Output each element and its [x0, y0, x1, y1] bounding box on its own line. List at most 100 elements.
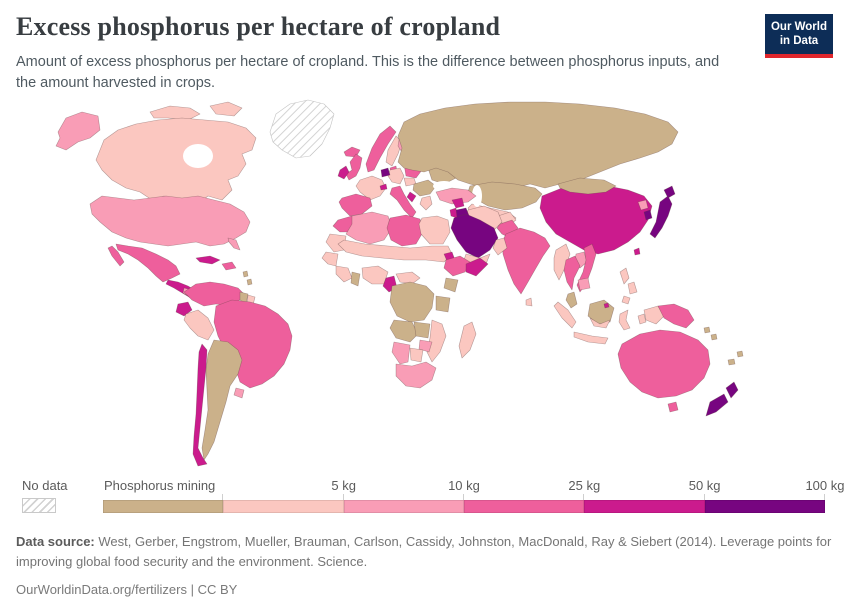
region-borneo-coast[interactable] — [589, 317, 611, 329]
region-sweden[interactable] — [385, 135, 403, 167]
region-peru[interactable] — [183, 309, 215, 341]
region-canada[interactable] — [95, 117, 257, 205]
legend-bin-swatch[interactable] — [463, 500, 585, 513]
region-philippines-1[interactable] — [619, 267, 630, 285]
region-turkey[interactable] — [435, 187, 477, 205]
region-fiji[interactable] — [736, 350, 744, 358]
region-egypt[interactable] — [418, 215, 451, 245]
region-hokkaido[interactable] — [663, 185, 676, 199]
legend-bin-swatch[interactable] — [584, 500, 705, 513]
region-india[interactable] — [501, 227, 551, 295]
region-mauritania[interactable] — [325, 233, 347, 253]
region-cambodia[interactable] — [577, 277, 591, 291]
region-ghana[interactable] — [350, 271, 361, 287]
region-sri-lanka[interactable] — [525, 297, 533, 307]
region-tanzania[interactable] — [435, 295, 451, 313]
region-solomon-2[interactable] — [710, 333, 718, 341]
region-nz-south[interactable] — [705, 393, 729, 417]
region-libya[interactable] — [386, 214, 424, 247]
region-oman[interactable] — [492, 237, 508, 256]
region-somalia[interactable] — [465, 257, 489, 277]
region-angola[interactable] — [389, 319, 419, 343]
legend-bin-swatch[interactable] — [343, 500, 464, 513]
region-alaska[interactable] — [55, 111, 101, 151]
region-madagascar[interactable] — [458, 321, 477, 359]
region-thailand[interactable] — [563, 255, 581, 291]
region-germany[interactable] — [387, 167, 405, 185]
region-switzerland[interactable] — [379, 183, 388, 191]
region-senegal-guinea[interactable] — [321, 251, 339, 267]
region-botswana[interactable] — [409, 347, 424, 363]
region-kenya-uganda[interactable] — [443, 277, 459, 293]
region-canadian-arctic-west[interactable] — [149, 105, 201, 121]
region-syria[interactable] — [451, 197, 465, 209]
region-italy[interactable] — [389, 185, 417, 219]
region-zambia[interactable] — [413, 321, 431, 339]
region-croatia[interactable] — [406, 191, 417, 203]
legend-bin-swatch[interactable] — [704, 500, 825, 513]
region-mongolia[interactable] — [557, 177, 617, 195]
owid-logo[interactable]: Our World in Data — [765, 14, 833, 58]
region-tasmania[interactable] — [667, 401, 679, 413]
region-myanmar[interactable] — [553, 243, 571, 281]
legend-bin-swatch[interactable] — [103, 500, 224, 513]
region-sulawesi[interactable] — [618, 309, 631, 331]
region-florida[interactable] — [227, 237, 241, 251]
region-solomon-1[interactable] — [703, 326, 711, 334]
region-sumatra[interactable] — [553, 301, 577, 329]
region-uk[interactable] — [345, 153, 363, 181]
region-zimbabwe[interactable] — [418, 339, 433, 353]
region-saudi-arabia[interactable] — [450, 213, 499, 259]
region-hispaniola[interactable] — [221, 261, 237, 271]
region-greece[interactable] — [419, 195, 433, 211]
region-norway[interactable] — [365, 125, 397, 173]
region-malaysia[interactable] — [565, 291, 578, 309]
legend-bin-swatch[interactable] — [223, 500, 344, 513]
legend-no-data-swatch[interactable] — [22, 498, 56, 513]
region-benelux[interactable] — [380, 167, 391, 178]
region-central-african-rep[interactable] — [395, 271, 421, 285]
region-java[interactable] — [573, 331, 609, 345]
region-philippines-3[interactable] — [621, 295, 631, 305]
region-mexico[interactable] — [115, 243, 181, 283]
region-australia[interactable] — [617, 329, 711, 399]
region-mozambique[interactable] — [426, 319, 447, 363]
region-uruguay[interactable] — [233, 387, 245, 399]
region-ecuador[interactable] — [175, 301, 193, 317]
region-namibia[interactable] — [391, 341, 411, 365]
region-usa[interactable] — [89, 195, 251, 247]
region-caribbean-2[interactable] — [246, 278, 253, 286]
citation-link[interactable]: OurWorldinData.org/fertilizers — [16, 582, 187, 597]
region-caribbean-1[interactable] — [242, 270, 249, 278]
region-new-caledonia[interactable] — [727, 358, 736, 366]
region-north-korea[interactable] — [637, 199, 649, 211]
region-chile[interactable] — [192, 343, 208, 467]
region-nz-north[interactable] — [725, 381, 739, 399]
region-moluccas[interactable] — [637, 313, 647, 325]
region-bolivia-argentina[interactable] — [201, 339, 243, 461]
region-nigeria[interactable] — [361, 265, 389, 285]
region-china[interactable] — [539, 183, 653, 255]
region-ireland[interactable] — [337, 165, 350, 180]
region-algeria[interactable] — [345, 211, 393, 245]
region-russia[interactable] — [397, 101, 679, 189]
region-baja[interactable] — [107, 245, 125, 267]
region-greenland[interactable] — [269, 99, 335, 159]
region-japan[interactable] — [649, 195, 673, 239]
region-new-guinea-west[interactable] — [643, 305, 665, 325]
region-png[interactable] — [657, 303, 695, 329]
region-ivory-coast[interactable] — [335, 265, 353, 283]
region-south-africa[interactable] — [395, 361, 437, 389]
region-south-korea[interactable] — [643, 209, 653, 221]
region-balkans[interactable] — [412, 179, 437, 197]
region-philippines-2[interactable] — [627, 281, 638, 295]
region-taiwan[interactable] — [633, 247, 641, 256]
region-drc[interactable] — [389, 281, 435, 323]
region-brunei[interactable] — [603, 302, 610, 309]
region-canadian-arctic-east[interactable] — [209, 101, 243, 117]
region-levant[interactable] — [449, 207, 458, 219]
region-sahel-sudan[interactable] — [337, 239, 453, 263]
region-ethiopia[interactable] — [443, 255, 471, 277]
region-cuba[interactable] — [195, 255, 221, 265]
region-france[interactable] — [355, 175, 387, 201]
